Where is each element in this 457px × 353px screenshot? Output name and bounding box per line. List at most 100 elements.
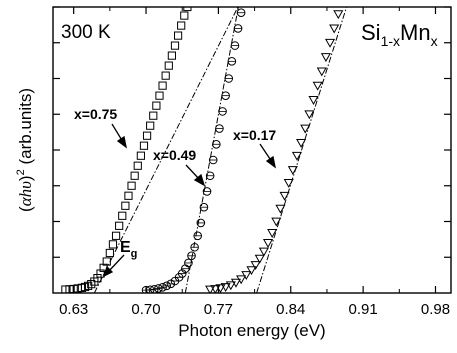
data-point-triangle (312, 81, 323, 91)
data-point-triangle (333, 10, 344, 20)
data-point-square (177, 21, 186, 30)
data-point-triangle (225, 281, 236, 291)
data-point-triangle (304, 110, 315, 120)
data-point-square (136, 151, 145, 160)
data-point-square (124, 191, 133, 200)
eg-main: E (120, 239, 131, 256)
data-point-square (111, 231, 121, 240)
x-tick-label: 0.98 (421, 301, 450, 318)
data-point-square (65, 285, 74, 293)
data-point-triangle (300, 124, 311, 134)
series-label-x075: x=0.75 (74, 106, 117, 122)
data-point-square (142, 131, 152, 140)
eg-sub: g (131, 248, 138, 260)
data-point-triangle (283, 178, 294, 188)
y-axis-label: (αhυ)2 (arb.units) (15, 88, 35, 212)
data-point-square (102, 257, 111, 266)
data-point-square (133, 161, 142, 170)
data-point-square (152, 101, 161, 110)
y-label-suffix: ) (16, 175, 35, 181)
x-tick-label: 0.91 (349, 301, 378, 318)
data-point-triangle (320, 53, 331, 63)
data-point-triangle (241, 271, 252, 280)
x-tick-label: 0.70 (131, 301, 160, 318)
series-x=0.49 (141, 7, 246, 293)
arrow-x075-head (116, 135, 127, 149)
data-point-triangle (254, 254, 265, 264)
fit-line (256, 7, 348, 293)
data-point-square (108, 240, 118, 249)
data-point-square (139, 141, 149, 150)
data-point-triangle (220, 283, 231, 293)
y-label-symbol: αhυ (16, 181, 35, 206)
data-point-square (149, 111, 158, 120)
eg-label: Eg (120, 239, 137, 260)
material-sub2: x (431, 33, 438, 49)
arrow-eg-line (107, 254, 125, 273)
data-point-triangle (246, 266, 257, 276)
data-point-square (61, 285, 70, 293)
data-point-triangle (275, 204, 286, 214)
data-point-square (180, 11, 189, 20)
series-x=0.17 (205, 7, 348, 293)
plot-content (61, 7, 348, 293)
y-label-prefix: ( (16, 206, 35, 212)
data-point-square (127, 181, 136, 190)
data-point-triangle (291, 151, 303, 161)
data-point-square (105, 248, 114, 258)
material-label: Si1-xMnx (361, 20, 438, 49)
data-point-triangle (262, 239, 274, 248)
x-tick-label: 0.63 (59, 301, 88, 318)
data-point-triangle (230, 278, 242, 288)
data-point-triangle (236, 275, 247, 285)
data-point-triangle (308, 96, 319, 105)
series-label-x049: x=0.49 (153, 147, 196, 163)
x-axis-label: Photon energy (eV) (178, 321, 325, 340)
material-base: Si (361, 20, 381, 45)
material-sub1: 1-x (381, 33, 400, 49)
data-point-triangle (205, 285, 216, 293)
annotation-arrows (102, 123, 276, 278)
data-point-square (73, 284, 82, 293)
arrow-eg-head (102, 265, 114, 278)
series-x=0.75 (61, 7, 239, 293)
data-point-triangle (296, 138, 307, 148)
data-point-square (146, 121, 155, 130)
y-label-unit: (arb.units) (16, 88, 35, 169)
data-point-triangle (271, 217, 282, 227)
arrow-x049-head (193, 173, 206, 187)
axis-ticks: 0.63 0.70 0.77 0.84 0.91 0.98 (53, 6, 451, 318)
temperature-label: 300 K (61, 22, 111, 43)
data-point-square (69, 284, 78, 293)
data-point-square (115, 221, 124, 230)
data-point-square (170, 41, 180, 50)
data-point-square (183, 7, 192, 12)
data-point-triangle (215, 284, 226, 293)
series-label-x017: x=0.17 (233, 127, 276, 143)
arrow-x017-head (265, 155, 276, 169)
data-point-triangle (316, 67, 327, 77)
data-point-square (118, 211, 127, 220)
data-point-triangle (324, 38, 336, 48)
data-point-square (130, 171, 139, 180)
data-point-square (155, 91, 164, 100)
data-point-triangle (267, 229, 278, 238)
x-tick-label: 0.77 (204, 301, 233, 318)
data-point-square (121, 201, 130, 210)
x-tick-label: 0.84 (276, 301, 305, 318)
y-label-sup: 2 (15, 169, 27, 175)
data-point-triangle (250, 261, 261, 270)
data-point-triangle (287, 166, 298, 176)
data-point-square (173, 31, 183, 40)
data-point-triangle (258, 247, 269, 257)
plot-frame (52, 6, 452, 294)
data-point-triangle (329, 24, 340, 34)
data-point-square (167, 51, 176, 60)
fit-line (93, 7, 239, 293)
data-point-square (161, 71, 170, 80)
data-point-square (158, 81, 167, 90)
data-point-square (164, 61, 173, 70)
material-mid: Mn (400, 20, 431, 45)
data-point-triangle (279, 191, 290, 201)
